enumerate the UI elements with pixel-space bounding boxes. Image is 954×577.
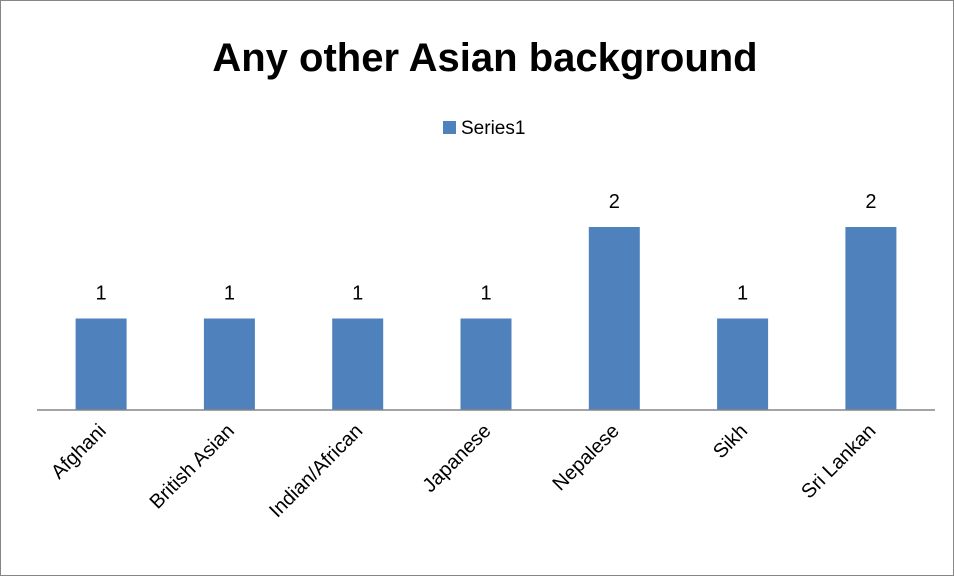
category-label: Sri Lankan	[797, 420, 880, 503]
data-label: 1	[224, 283, 235, 305]
bar-indian-african	[332, 318, 384, 410]
data-label: 2	[865, 191, 876, 213]
bar-afghani	[75, 318, 127, 410]
chart-title: Any other Asian background	[212, 36, 757, 80]
category-label: Sikh	[709, 420, 752, 463]
data-label: 1	[96, 283, 107, 305]
data-label: 1	[352, 283, 363, 305]
data-label: 2	[609, 191, 620, 213]
bar-sri-lankan	[845, 227, 897, 410]
data-label: 1	[480, 283, 491, 305]
legend: Series1	[443, 118, 525, 139]
category-label: Afghani	[47, 420, 111, 484]
category-label: Indian/African	[265, 420, 367, 522]
data-label: 1	[737, 283, 748, 305]
category-label: British Asian	[146, 420, 239, 513]
category-label: Japanese	[419, 420, 496, 497]
bars-group	[75, 227, 897, 410]
category-label: Nepalese	[549, 420, 624, 495]
legend-swatch	[443, 121, 456, 134]
bar-sikh	[717, 318, 769, 410]
bar-japanese	[460, 318, 512, 410]
data-labels-group: 1 1 1 1 2 1 2	[96, 191, 877, 305]
bar-nepalese	[588, 227, 640, 410]
bar-british-asian	[203, 318, 255, 410]
category-labels-group: Afghani British Asian Indian/African Japane…	[47, 420, 880, 522]
legend-label: Series1	[461, 118, 525, 139]
